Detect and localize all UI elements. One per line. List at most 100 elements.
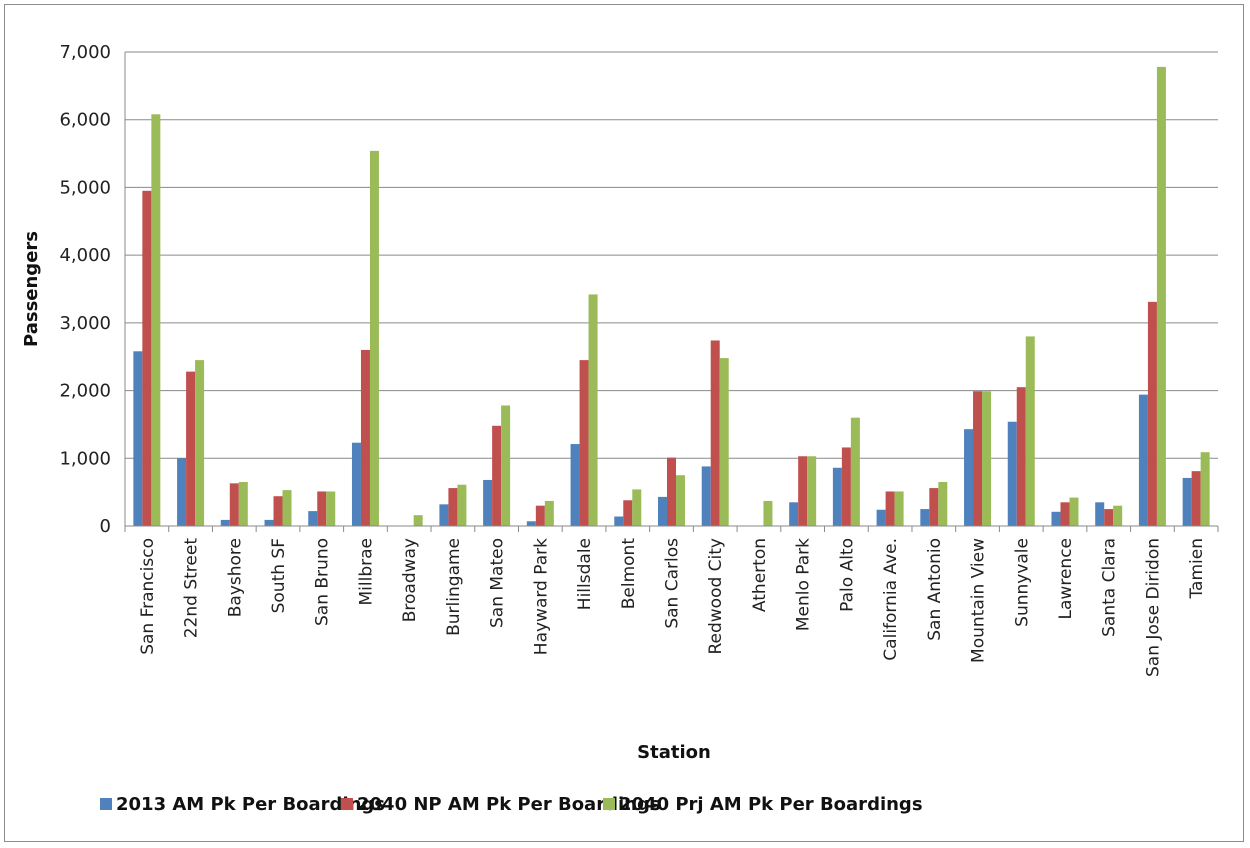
- bar: [483, 479, 493, 526]
- bar: [351, 442, 361, 526]
- gridlines: [125, 51, 1218, 459]
- bar: [1025, 336, 1035, 526]
- bar: [920, 509, 930, 526]
- bar: [1147, 301, 1157, 526]
- y-tick-labels: 0 1,000 2,000 3,000 4,000 5,000 6,000 7,000: [59, 42, 111, 537]
- x-tick-label: Hillsdale: [575, 538, 595, 610]
- x-tick-label: San Antonio: [925, 538, 945, 641]
- bar: [413, 515, 423, 526]
- y-tick-label: 3,000: [59, 313, 111, 334]
- x-tick-label: Broadway: [400, 538, 420, 622]
- bar: [614, 516, 624, 526]
- bar: [544, 500, 554, 526]
- bar: [701, 466, 711, 526]
- bar: [623, 500, 633, 526]
- bar: [1138, 394, 1148, 526]
- bar: [177, 458, 187, 526]
- x-tick-label: San Bruno: [313, 538, 333, 626]
- bar: [1007, 421, 1017, 526]
- bar: [876, 509, 886, 526]
- axes: [124, 52, 1219, 532]
- bar: [439, 504, 449, 526]
- bar: [264, 519, 274, 526]
- bar: [929, 488, 939, 526]
- x-tick-label: Menlo Park: [794, 538, 814, 631]
- x-tick-label: Palo Alto: [837, 538, 857, 612]
- x-tick-label: Burlingame: [444, 538, 464, 636]
- bar: [710, 340, 720, 526]
- bar: [151, 114, 161, 526]
- bar: [676, 475, 685, 526]
- bar: [501, 405, 511, 526]
- legend-label: 2013 AM Pk Per Boardings: [116, 794, 385, 815]
- bar: [667, 457, 676, 526]
- x-tick-label: South SF: [269, 538, 289, 613]
- bar: [789, 502, 799, 526]
- bar: [186, 371, 196, 526]
- x-tick-label: San Mateo: [488, 538, 508, 628]
- bar: [1113, 505, 1123, 526]
- x-tick-label: Tamien: [1187, 538, 1207, 600]
- y-tick-label: 7,000: [59, 42, 111, 63]
- x-tick-label: Belmont: [619, 538, 639, 610]
- legend-swatch: [603, 798, 615, 810]
- x-tick-label: Millbrae: [356, 538, 376, 606]
- bar: [658, 496, 667, 526]
- bar: [850, 417, 860, 526]
- bar: [1200, 452, 1210, 526]
- bar: [1095, 502, 1105, 526]
- bar: [369, 150, 379, 526]
- bar: [938, 481, 948, 526]
- x-tick-labels: San Francisco 22nd Street Bayshore South SF…: [138, 538, 1207, 677]
- x-tick-label: Sunnyvale: [1012, 538, 1032, 627]
- x-tick-label: Bayshore: [225, 538, 245, 617]
- x-tick-label: San Carlos: [663, 538, 683, 629]
- y-tick-label: 0: [100, 516, 111, 537]
- bar: [1182, 477, 1192, 526]
- x-tick-label: 22nd Street: [182, 538, 202, 639]
- bar: [1016, 387, 1026, 526]
- bar: [763, 500, 773, 526]
- x-tick-label: San Jose Diridon: [1143, 538, 1163, 677]
- bar: [885, 491, 895, 526]
- chart-frame: [4, 4, 1244, 842]
- x-tick-label: Redwood City: [706, 538, 726, 655]
- bar: [894, 491, 904, 526]
- bars: [133, 66, 1210, 527]
- x-tick-label: Atherton: [750, 538, 770, 612]
- bar: [973, 391, 983, 526]
- bar: [360, 349, 370, 526]
- bar: [133, 351, 143, 526]
- bar: [142, 190, 152, 527]
- y-tick-label: 2,000: [59, 381, 111, 402]
- y-tick-label: 6,000: [59, 110, 111, 131]
- bar: [807, 456, 817, 526]
- x-axis-title: Station: [637, 742, 711, 763]
- y-tick-label: 1,000: [59, 448, 111, 469]
- x-tick-label: Lawrence: [1056, 538, 1076, 619]
- bar: [1051, 511, 1061, 526]
- bar: [570, 444, 580, 526]
- bar: [964, 429, 974, 526]
- bar: [579, 360, 589, 526]
- bar: [229, 483, 239, 526]
- bar: [719, 358, 729, 526]
- bar: [632, 489, 642, 526]
- bar: [195, 360, 205, 526]
- bar: [220, 519, 230, 526]
- bar: [832, 467, 842, 526]
- legend-label: 2040 NP AM Pk Per Boardings: [357, 794, 661, 815]
- bar: [841, 447, 851, 526]
- legend-swatch: [100, 798, 112, 810]
- bar: [1191, 471, 1201, 526]
- bar: [457, 484, 467, 526]
- x-tick-label: Hayward Park: [531, 538, 551, 655]
- legend-swatch: [341, 798, 353, 810]
- bar: [526, 521, 536, 526]
- bar: [982, 391, 992, 526]
- bar: [317, 491, 327, 526]
- x-tick-label: Santa Clara: [1100, 538, 1120, 637]
- bar: [798, 456, 808, 526]
